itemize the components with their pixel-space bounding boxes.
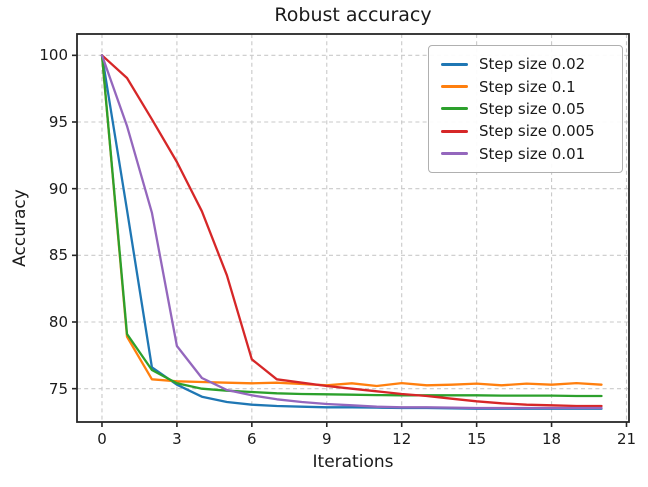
legend-line-sample: [441, 129, 468, 133]
x-axis-label: Iterations: [312, 452, 394, 472]
legend-item: Step size 0.05: [441, 100, 610, 118]
legend-item: Step size 0.01: [441, 145, 610, 163]
legend-item-label: Step size 0.02: [479, 55, 586, 74]
x-tick-label: 15: [467, 430, 487, 448]
y-tick-label: 75: [48, 379, 68, 398]
legend-item-label: Step size 0.05: [479, 99, 586, 118]
legend-item: Step size 0.02: [441, 55, 610, 73]
y-tick-label: 90: [48, 179, 68, 198]
y-tick-label: 80: [48, 313, 68, 331]
series-line-step-size-0.05: [100, 54, 603, 398]
legend-line-sample: [441, 107, 468, 111]
x-tick-label: 6: [247, 430, 257, 448]
x-tick-label: 18: [542, 430, 562, 448]
legend: Step size 0.02 Step size 0.1 Step size 0…: [428, 45, 623, 173]
series-line-step-size-0.005: [100, 54, 603, 408]
x-tick-label: 0: [97, 430, 107, 448]
legend-item-label: Step size 0.005: [479, 122, 595, 141]
axes-spines: [76, 33, 630, 423]
chart-title: Robust accuracy: [274, 4, 432, 26]
y-tick-label: 95: [48, 113, 68, 131]
y-tick-label: 100: [39, 46, 68, 65]
series-line-step-size-0.1: [100, 54, 603, 388]
legend-line-sample: [441, 152, 468, 156]
legend-item-label: Step size 0.01: [479, 144, 586, 163]
legend-line-sample: [441, 85, 468, 89]
y-tick-label: 85: [48, 246, 68, 265]
series-line-step-size-0.01: [100, 54, 603, 410]
legend-item: Step size 0.005: [441, 122, 610, 140]
x-tick-label: 21: [616, 430, 637, 448]
legend-item: Step size 0.1: [441, 78, 610, 96]
legend-item-label: Step size 0.1: [479, 77, 576, 96]
x-tick-label: 3: [172, 430, 182, 448]
legend-line-sample: [441, 62, 468, 66]
x-tick-label: 9: [321, 430, 332, 448]
x-tick-label: 12: [392, 430, 412, 448]
